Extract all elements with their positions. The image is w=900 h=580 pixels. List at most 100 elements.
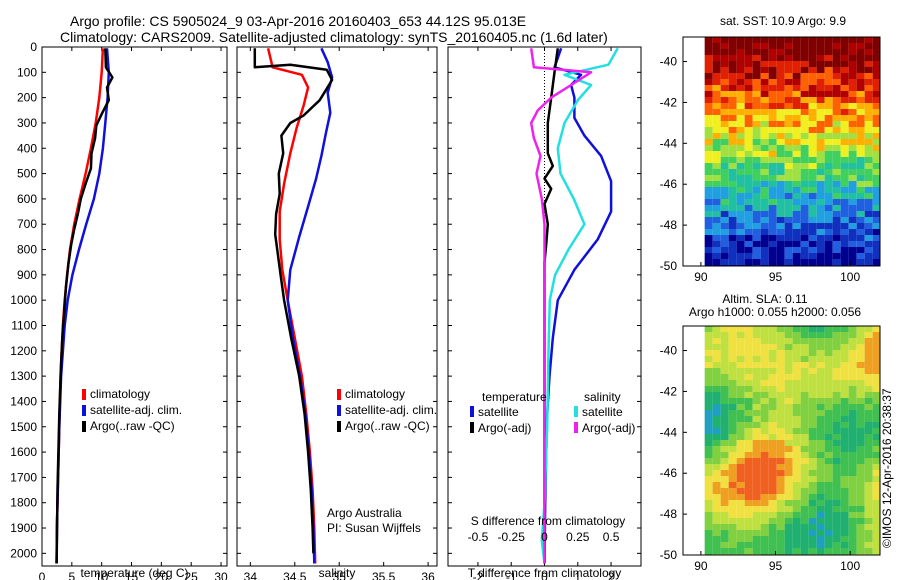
map-cell <box>752 344 761 350</box>
map-cell <box>784 193 793 199</box>
map-cell <box>712 73 721 79</box>
map-cell <box>856 386 865 392</box>
map-cell <box>872 524 880 530</box>
map-cell <box>736 458 745 464</box>
map-cell <box>832 356 841 362</box>
map-cell <box>776 488 785 494</box>
series-line-satellite <box>543 47 613 564</box>
map-cell <box>800 380 809 386</box>
map-cell <box>800 247 809 253</box>
map-cell <box>712 133 721 139</box>
map-cell <box>816 109 825 115</box>
map-cell <box>864 398 873 404</box>
map-cell <box>704 253 713 259</box>
map-cell <box>816 49 825 55</box>
map-cell <box>760 259 769 265</box>
map-cell <box>816 211 825 217</box>
map-cell <box>736 115 745 121</box>
map-cell <box>816 217 825 223</box>
y-tick-label: 0 <box>30 40 37 54</box>
map-y-tick-label: -50 <box>660 259 678 273</box>
map-cell <box>720 542 729 548</box>
map-cell <box>832 536 841 542</box>
map-cell <box>824 127 833 133</box>
map-cell <box>872 500 880 506</box>
map-cell <box>776 91 785 97</box>
map-cell <box>840 398 849 404</box>
map-cell <box>824 458 833 464</box>
legend-swatch <box>82 389 86 400</box>
map-cell <box>824 229 833 235</box>
map-cell <box>800 428 809 434</box>
map-cell <box>840 157 849 163</box>
map-cell <box>840 73 849 79</box>
x-tick-label: 10 <box>95 570 109 580</box>
map-cell <box>864 211 873 217</box>
map-cell <box>792 458 801 464</box>
map-cell <box>760 49 769 55</box>
map-cell <box>768 127 777 133</box>
map-cell <box>792 356 801 362</box>
map-cell <box>816 488 825 494</box>
map-cell <box>848 428 857 434</box>
map-cell <box>832 193 841 199</box>
map-cell <box>824 109 833 115</box>
map-cell <box>848 55 857 61</box>
map-cell <box>712 452 721 458</box>
map-cell <box>744 404 753 410</box>
map-cell <box>832 217 841 223</box>
map-cell <box>848 49 857 55</box>
map-cell <box>768 386 777 392</box>
map-cell <box>800 127 809 133</box>
map-cell <box>728 97 737 103</box>
map-cell <box>768 241 777 247</box>
map-cell <box>784 229 793 235</box>
map-cell <box>720 368 729 374</box>
map-cell <box>712 410 721 416</box>
map-cell <box>704 217 713 223</box>
map-cell <box>864 326 873 332</box>
map-cell <box>768 476 777 482</box>
map-cell <box>824 91 833 97</box>
map-cell <box>712 446 721 452</box>
map-cell <box>816 97 825 103</box>
map-cell <box>720 428 729 434</box>
map-cell <box>808 368 817 374</box>
x-axis-label: salinity <box>319 566 356 580</box>
map-cell <box>816 470 825 476</box>
map-cell <box>744 452 753 458</box>
map-cell <box>704 55 713 61</box>
map-cell <box>776 536 785 542</box>
legend-label: satellite-adj. clim. <box>90 403 182 417</box>
map-cell <box>840 145 849 151</box>
map-cell <box>720 43 729 49</box>
map-cell <box>800 67 809 73</box>
map-cell <box>800 187 809 193</box>
map-cell <box>840 97 849 103</box>
map-cell <box>776 157 785 163</box>
y-tick-label: 500 <box>17 167 37 181</box>
map-cell <box>776 470 785 476</box>
map-cell <box>808 428 817 434</box>
map-cell <box>752 452 761 458</box>
map-cell <box>824 452 833 458</box>
x-tick-label: 1 <box>574 570 581 580</box>
x-tick-label: 15 <box>125 570 139 580</box>
map-cell <box>792 542 801 548</box>
map-cell <box>760 199 769 205</box>
map-cell <box>800 193 809 199</box>
map-cell <box>776 211 785 217</box>
map-cell <box>824 139 833 145</box>
map-cell <box>728 374 737 380</box>
map-cell <box>872 368 880 374</box>
legend-label: Argo(-adj) <box>582 421 635 435</box>
map-cell <box>808 235 817 241</box>
map-cell <box>848 512 857 518</box>
map-cell <box>776 404 785 410</box>
map-cell <box>792 374 801 380</box>
map-cell <box>760 157 769 163</box>
map-cell <box>728 482 737 488</box>
map-cell <box>768 488 777 494</box>
map-cell <box>704 145 713 151</box>
map-cell <box>712 356 721 362</box>
